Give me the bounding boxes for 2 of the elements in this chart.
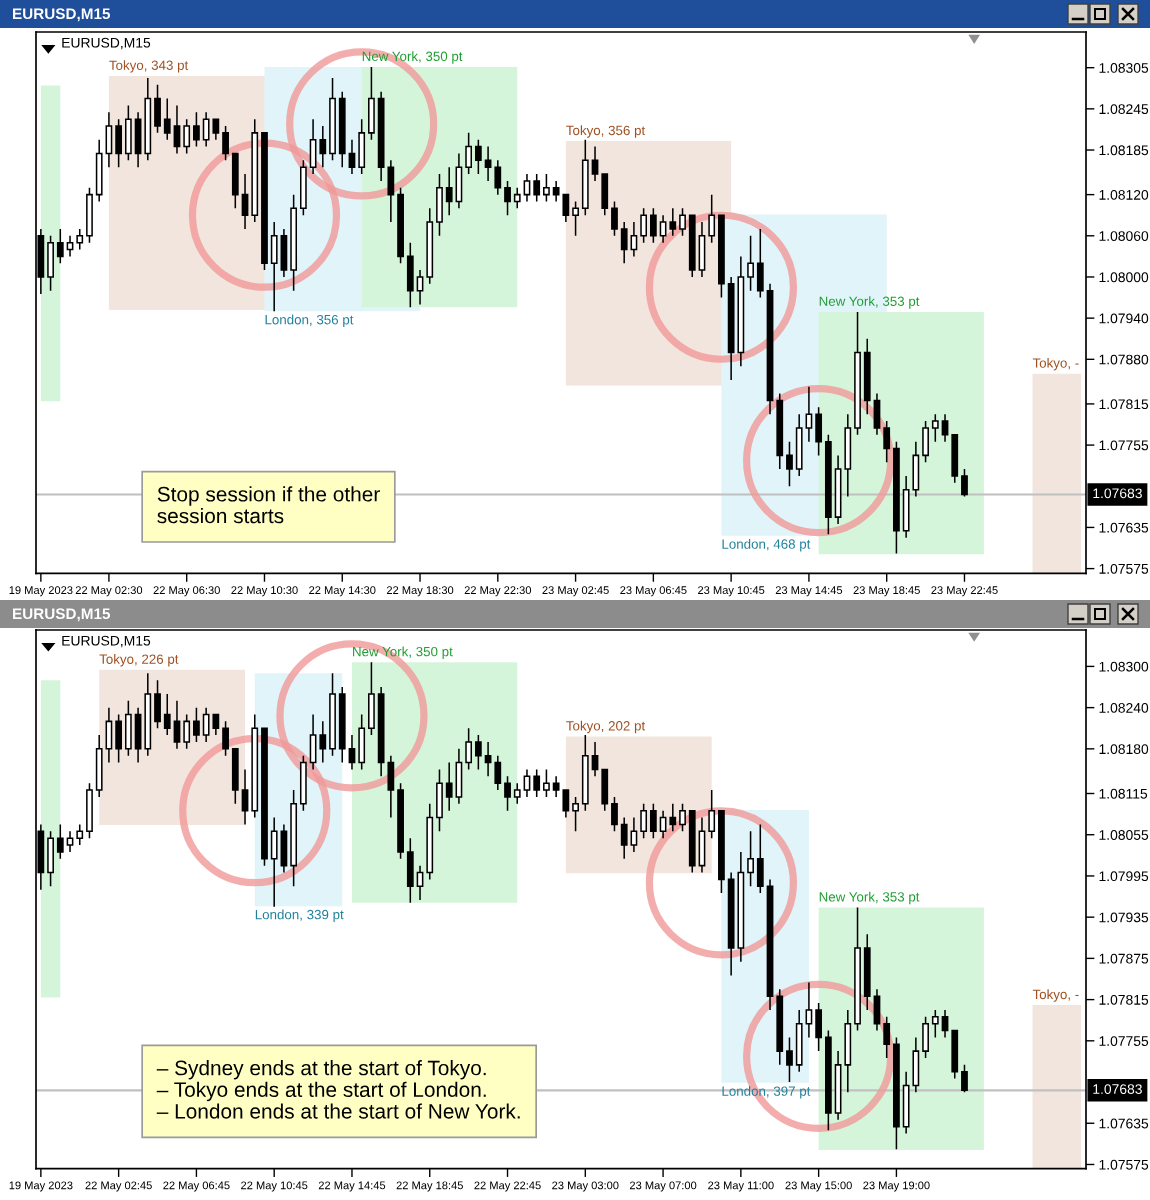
- annotation: Stop session if the other session starts: [157, 486, 380, 524]
- annotation: – Sydney ends at the start of Tokyo. – Tokyo ends at the start of London. – London ends at the start of New York.: [156, 1060, 520, 1119]
